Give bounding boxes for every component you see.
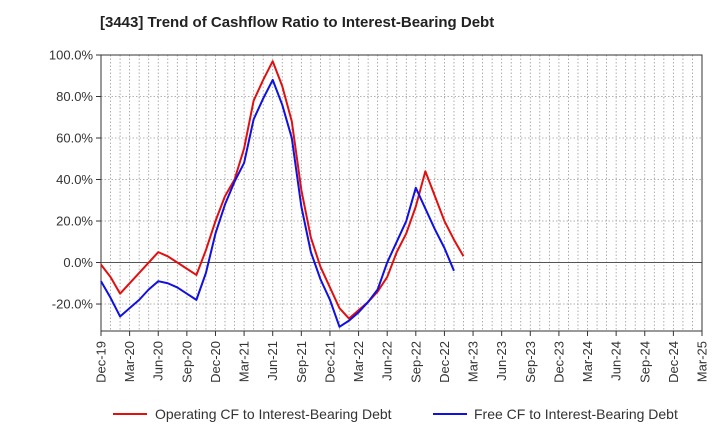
- y-tick-label: 20.0%: [56, 214, 93, 229]
- x-tick-label: Sep-24: [637, 341, 652, 383]
- legend-label-operating-cf: Operating CF to Interest-Bearing Debt: [155, 406, 392, 422]
- series-line-0: [100, 60, 465, 320]
- x-tick-label: Jun-22: [380, 341, 395, 381]
- x-tick-label: Mar-20: [122, 341, 137, 382]
- y-tick-label: 80.0%: [56, 89, 93, 104]
- x-tick-label: Dec-20: [208, 341, 223, 383]
- plot-frame: [100, 54, 703, 332]
- x-tick-label: Sep-20: [179, 341, 194, 383]
- x-tick-label: Mar-22: [351, 341, 366, 382]
- grid-layer: [100, 54, 703, 331]
- legend-label-free-cf: Free CF to Interest-Bearing Debt: [474, 406, 678, 422]
- y-tick-label: -20.0%: [52, 297, 94, 312]
- x-tick-label: Sep-21: [294, 341, 309, 383]
- x-tick-label: Jun-21: [265, 341, 280, 381]
- x-tick-label: Dec-23: [551, 341, 566, 383]
- x-tick-label: Jun-24: [609, 341, 624, 381]
- legend: Operating CF to Interest-Bearing Debt Fr…: [113, 406, 678, 422]
- x-tick-label: Dec-21: [322, 341, 337, 383]
- y-tick-label: 60.0%: [56, 131, 93, 146]
- x-tick-label: Mar-24: [580, 341, 595, 382]
- x-tick-label: Sep-23: [523, 341, 538, 383]
- x-tick-label: Mar-23: [466, 341, 481, 382]
- x-tick-label: Jun-23: [494, 341, 509, 381]
- x-tick-label: Dec-19: [94, 341, 109, 383]
- series-line-1: [100, 78, 455, 328]
- series-layer: [100, 60, 465, 328]
- x-tick-label: Mar-25: [695, 341, 710, 382]
- x-tick-label: Sep-22: [408, 341, 423, 383]
- x-tick-label: Dec-22: [437, 341, 452, 383]
- x-tick-label: Jun-20: [151, 341, 166, 381]
- y-tick-label: 40.0%: [56, 172, 93, 187]
- axis-layer: 100.0% 80.0% 60.0% 40.0% 20.0% 0.0% -20.0% Dec-…: [49, 48, 710, 383]
- x-tick-label: Mar-21: [237, 341, 252, 382]
- y-tick-label: 0.0%: [63, 255, 93, 270]
- x-tick-label: Dec-24: [666, 341, 681, 383]
- y-tick-label: 100.0%: [49, 48, 94, 63]
- chart-title: [3443] Trend of Cashflow Ratio to Intere…: [100, 14, 495, 31]
